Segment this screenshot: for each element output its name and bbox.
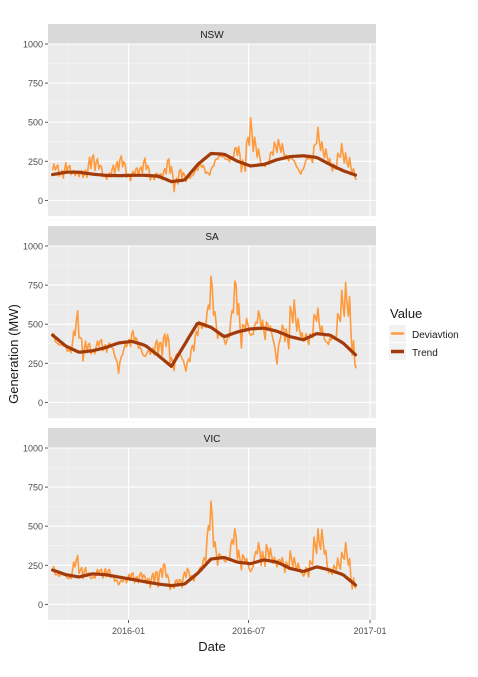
legend: Value Deviavtion Trend — [389, 306, 459, 360]
panel-background — [48, 44, 376, 216]
panel-background — [48, 448, 376, 620]
y-tick-label: 1000 — [23, 40, 43, 50]
facet-strip — [48, 24, 376, 44]
x-tick-label: 2016-01 — [112, 626, 145, 636]
y-tick-label: 250 — [28, 157, 43, 167]
x-tick-label: 2016-07 — [232, 626, 265, 636]
trend-line — [50, 151, 358, 184]
y-tick-label: 1000 — [23, 444, 43, 454]
x-axis-title: Date — [198, 639, 225, 654]
panel-nsw: NSW 0 250 500 750 1000 — [23, 24, 376, 221]
y-tick-label: 0 — [38, 196, 43, 206]
y-tick-label: 750 — [28, 79, 43, 89]
x-tick-label: 2017-01 — [354, 626, 387, 636]
y-tick-label: 500 — [28, 320, 43, 330]
facet-strip — [48, 428, 376, 448]
y-tick-label: 0 — [38, 600, 43, 610]
y-tick-label: 250 — [28, 359, 43, 369]
panel-vic: VIC 0 250 500 750 1000 — [23, 428, 376, 625]
trend-line — [50, 321, 358, 368]
legend-title: Value — [390, 306, 422, 321]
panel-sa: SA 0 250 500 750 1000 — [23, 226, 376, 423]
y-tick-label: 500 — [28, 118, 43, 128]
y-tick-label: 0 — [38, 398, 43, 408]
legend-label-deviation: Deviavtion — [412, 330, 459, 341]
facet-strip-label: SA — [205, 232, 219, 243]
facet-strip — [48, 226, 376, 246]
x-axis-ticks: 2016-01 2016-07 2017-01 — [112, 620, 387, 636]
y-tick-label: 500 — [28, 522, 43, 532]
facet-panels: NSW 0 250 500 750 1000 SA 0 250 500 750 1000 VIC 0 250… — [23, 24, 376, 625]
panel-background — [48, 246, 376, 418]
y-tick-label: 750 — [28, 483, 43, 493]
legend-label-trend: Trend — [412, 348, 438, 359]
y-axis-title: Generation (MW) — [6, 304, 21, 404]
y-tick-label: 250 — [28, 561, 43, 571]
trend-line — [50, 555, 358, 588]
facet-strip-label: NSW — [200, 30, 224, 41]
y-tick-label: 750 — [28, 281, 43, 291]
facet-strip-label: VIC — [204, 434, 221, 445]
y-tick-label: 1000 — [23, 242, 43, 252]
